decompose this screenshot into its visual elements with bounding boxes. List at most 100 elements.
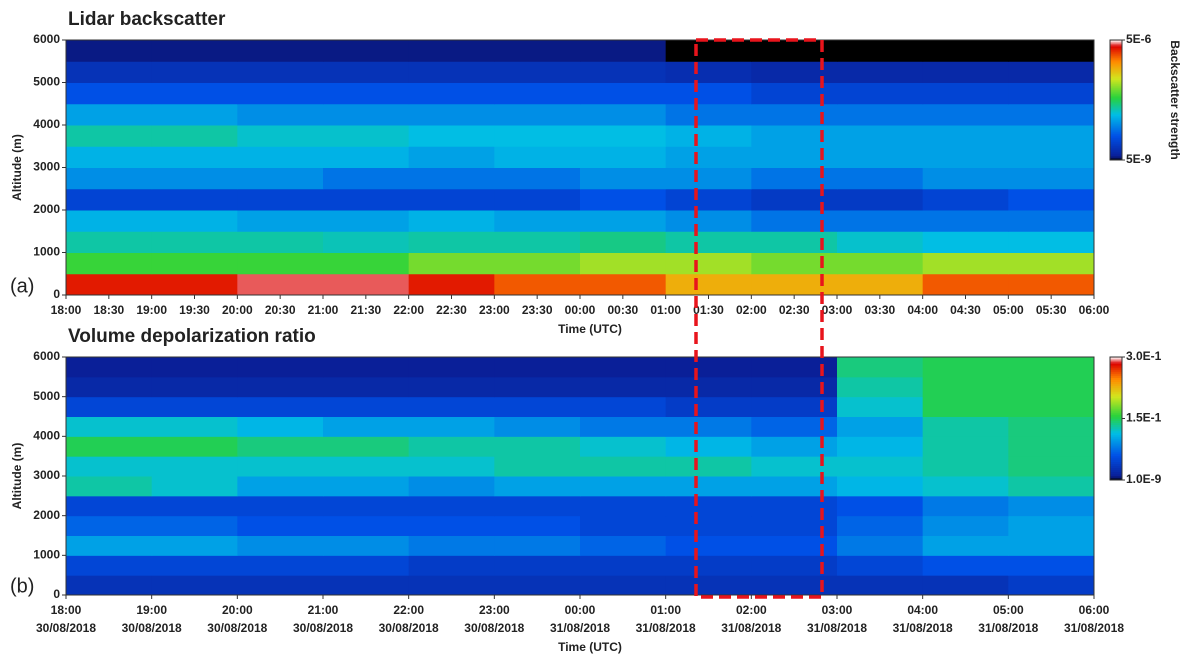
x-tick-label: 03:30 [864,303,895,317]
colorbar-step [1110,461,1122,464]
x-tick-label: 21:30 [350,303,381,317]
heatmap-cell [151,575,238,596]
heatmap-cell [151,396,238,417]
heatmap-cell [323,167,410,190]
heatmap-cell [494,103,581,126]
heatmap-cell [580,82,667,105]
colorbar-step [1110,381,1122,385]
heatmap-cell [66,167,153,190]
heatmap-cell [151,273,238,296]
heatmap-cell [237,357,324,378]
x-tick-label: 23:00 [479,603,510,617]
heatmap-cell [66,376,153,398]
heatmap-cell [922,357,1009,378]
heatmap-cell [494,535,581,556]
heatmap-cell [151,188,238,211]
x-tick-label: 01:00 [650,603,681,617]
heatmap-cell [837,376,924,398]
x-axis-title: Time (UTC) [558,640,622,654]
colorbar-step [1110,373,1122,376]
y-tick-label: 5000 [33,75,60,89]
heatmap-cell [1008,357,1095,378]
heatmap-cell [580,40,667,62]
x-tick-label: 23:30 [522,303,553,317]
colorbar-step [1110,428,1122,432]
colorbar-step [1110,150,1122,153]
heatmap-cell [922,535,1009,556]
heatmap-cell [1008,210,1095,232]
heatmap-cell [1008,61,1095,83]
heatmap-cell [66,125,153,147]
heatmap-cell [151,436,238,457]
x-tick-label: 19:30 [179,303,210,317]
heatmap-cell [751,103,838,126]
colorbar-step [1110,88,1122,91]
heatmap-cell [751,61,838,83]
heatmap-cell [751,476,838,497]
heatmap-cell [151,210,238,232]
heatmap-cell [751,167,838,190]
heatmap-cell [323,357,410,378]
heatmap-cell [408,416,495,437]
heatmap-cell [1008,146,1095,168]
x-tick-date: 30/08/2018 [293,621,353,635]
colorbar-step [1110,453,1122,456]
heatmap-cell [837,61,924,83]
heatmap-cell [665,396,752,417]
heatmap-cell [237,495,324,517]
heatmap-cell [323,555,410,576]
heatmap-cell [665,231,752,253]
heatmap-cell [151,456,238,477]
heatmap-cell [66,476,153,497]
colorbar-step [1110,441,1122,444]
heatmap-cell [837,40,924,62]
heatmap-cell [1008,40,1095,62]
x-tick-label: 00:00 [565,603,596,617]
colorbar-step [1110,154,1122,157]
heatmap-cell [151,495,238,517]
heatmap-cell [66,535,153,556]
heatmap-cell [751,231,838,253]
colorbar-step [1110,132,1122,135]
heatmap-cell [151,476,238,497]
heatmap-cell [323,252,410,275]
colorbar-step [1110,418,1122,421]
colorbar-frame [1109,39,1123,161]
colorbar-step [1110,82,1122,85]
heatmap-cell [922,396,1009,417]
heatmap-cell [494,40,581,62]
colorbar-step [1110,473,1122,477]
heatmap-cell [408,231,495,253]
colorbar-step [1110,377,1122,380]
heatmap-cell [237,396,324,417]
x-tick-label: 21:00 [308,303,339,317]
x-tick-label: 05:00 [993,603,1024,617]
heatmap-cell [66,575,153,596]
heatmap-cell [580,456,667,477]
heatmap-cell [580,103,667,126]
colorbar-step [1110,106,1122,109]
heatmap-cell [922,82,1009,105]
colorbar-step [1110,436,1122,440]
heatmap-cell [237,103,324,126]
y-tick-label: 6000 [33,32,60,46]
colorbar-step [1110,455,1122,458]
heatmap-cell [323,436,410,457]
heatmap-cell [151,357,238,378]
colorbar-step [1110,100,1122,103]
heatmap-cell [66,40,153,62]
colorbar-step [1110,365,1122,368]
colorbar-step [1110,72,1122,75]
heatmap-cell [237,146,324,168]
heatmap-cell [580,125,667,147]
heatmap-cell [151,167,238,190]
heatmap-cell [837,456,924,477]
heatmap-cell [408,273,495,296]
heatmap-cell [237,252,324,275]
x-tick-label: 21:00 [308,603,339,617]
x-tick-label: 00:00 [565,303,596,317]
colorbar-step [1110,60,1122,63]
heatmap-cell [323,416,410,437]
colorbar-step [1110,98,1122,101]
heatmap-cell [580,575,667,596]
